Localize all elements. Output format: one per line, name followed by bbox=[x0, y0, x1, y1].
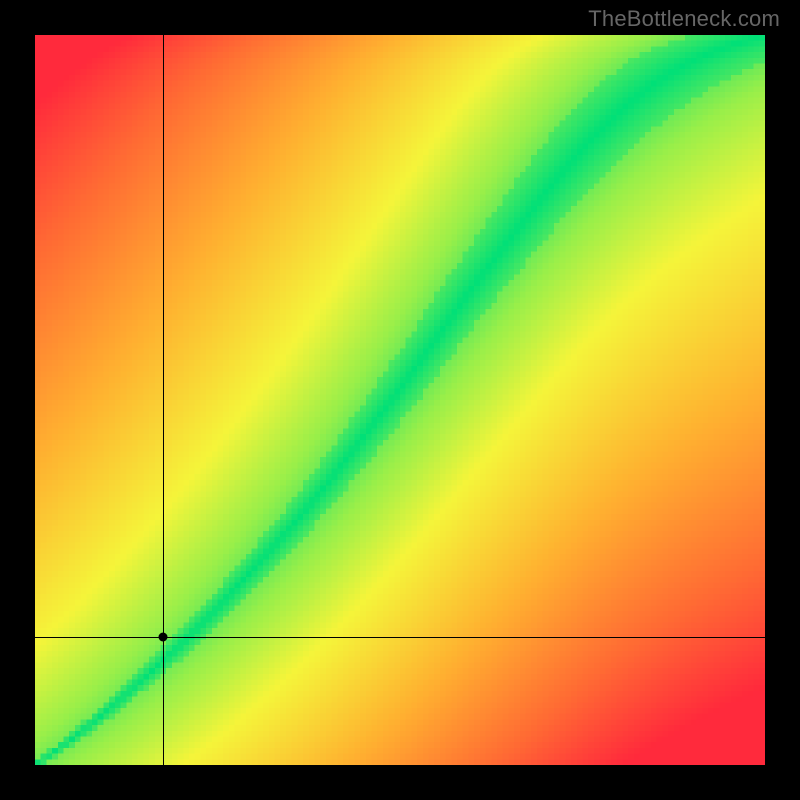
watermark-text: TheBottleneck.com bbox=[588, 6, 780, 32]
figure-root: TheBottleneck.com bbox=[0, 0, 800, 800]
heatmap-plot bbox=[35, 35, 765, 765]
crosshair-horizontal bbox=[35, 637, 765, 638]
heatmap-canvas bbox=[35, 35, 765, 765]
crosshair-vertical bbox=[163, 35, 164, 765]
crosshair-marker bbox=[158, 633, 167, 642]
